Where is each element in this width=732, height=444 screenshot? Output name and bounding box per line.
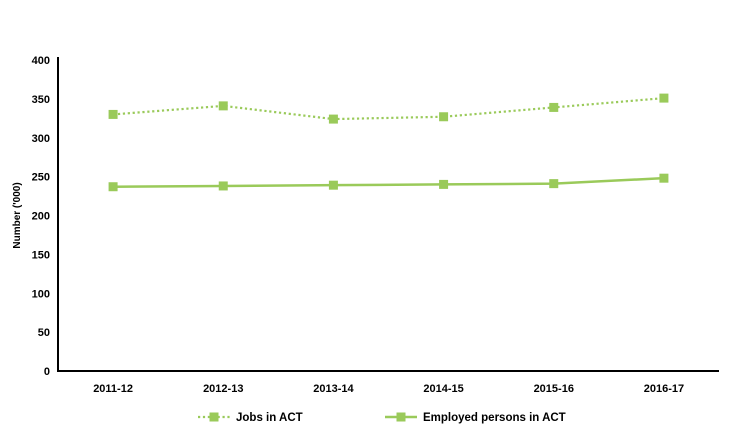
axis-lines: [57, 57, 719, 372]
y-axis-tick-label: 300: [32, 133, 50, 145]
series-line-0: [112, 97, 665, 121]
legend-sample-marker-1: [396, 412, 406, 422]
series-marker-0: [439, 112, 449, 122]
series-marker-0: [549, 102, 559, 112]
x-axis-tick-label: 2011-12: [93, 383, 133, 395]
series-marker-1: [328, 180, 338, 190]
series-marker-1: [218, 181, 228, 191]
legend-item-label-1: Employed persons in ACT: [423, 412, 566, 424]
x-axis-tick-label: 2012-13: [203, 383, 243, 395]
y-axis-tick-label: 400: [32, 55, 50, 67]
y-axis-tick-label: 0: [44, 366, 50, 378]
x-axis-tick-label: 2013-14: [313, 383, 354, 395]
y-axis-tick-label: 100: [32, 288, 50, 300]
legend-sample-marker-0: [209, 412, 219, 422]
legend-item-label-0: Jobs in ACT: [236, 412, 303, 424]
y-axis-tick-label: 350: [32, 94, 50, 106]
series-marker-1: [549, 179, 559, 189]
series-marker-1: [659, 173, 669, 183]
y-axis-tick-label: 50: [38, 327, 50, 339]
x-axis-tick-label: 2016-17: [644, 383, 684, 395]
series-marker-0: [328, 114, 338, 124]
series-marker-0: [108, 109, 118, 119]
series-marker-1: [108, 182, 118, 192]
series-line-1: [113, 176, 664, 188]
series-marker-0: [659, 93, 669, 103]
series-marker-0: [218, 101, 228, 111]
y-axis-title: Number ('000): [12, 182, 23, 248]
x-axis-tick-label: 2014-15: [423, 383, 463, 395]
y-axis-tick-label: 200: [32, 211, 50, 223]
series-marker-1: [439, 179, 449, 189]
y-axis-tick-label: 150: [32, 249, 50, 261]
y-axis-tick-label: 250: [32, 172, 50, 184]
x-axis-tick-label: 2015-16: [534, 383, 574, 395]
